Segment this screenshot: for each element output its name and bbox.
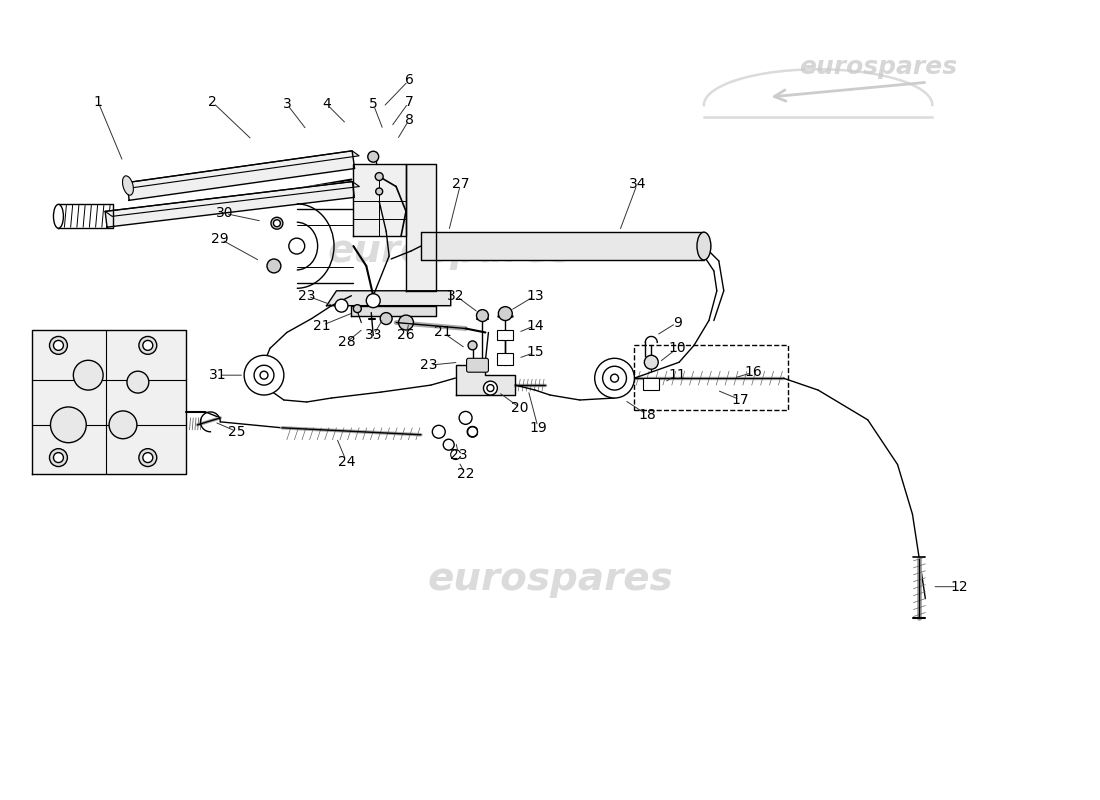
Text: 3: 3 xyxy=(283,97,292,111)
Polygon shape xyxy=(126,151,359,187)
Circle shape xyxy=(487,385,494,391)
Text: 32: 32 xyxy=(447,289,464,302)
Text: 18: 18 xyxy=(638,408,657,422)
Circle shape xyxy=(126,371,148,393)
Text: 21: 21 xyxy=(312,318,330,333)
Text: 5: 5 xyxy=(368,97,377,111)
Text: 21: 21 xyxy=(433,326,452,339)
Circle shape xyxy=(139,449,157,466)
Text: 8: 8 xyxy=(405,113,414,127)
Circle shape xyxy=(398,315,414,330)
Text: 31: 31 xyxy=(209,368,227,382)
Text: 23: 23 xyxy=(420,358,438,372)
Text: 33: 33 xyxy=(364,329,382,342)
Circle shape xyxy=(109,411,136,438)
Circle shape xyxy=(289,238,305,254)
Text: 4: 4 xyxy=(322,97,331,111)
Circle shape xyxy=(50,449,67,466)
Polygon shape xyxy=(353,164,406,236)
Circle shape xyxy=(274,220,280,226)
Circle shape xyxy=(376,188,383,195)
Text: 24: 24 xyxy=(338,454,355,469)
Text: eurospares: eurospares xyxy=(799,55,957,79)
Circle shape xyxy=(143,453,153,462)
Circle shape xyxy=(459,411,472,424)
Text: 15: 15 xyxy=(526,346,543,359)
FancyBboxPatch shape xyxy=(497,330,514,341)
Circle shape xyxy=(139,337,157,354)
Circle shape xyxy=(432,426,446,438)
Ellipse shape xyxy=(122,176,133,195)
Text: 34: 34 xyxy=(628,177,646,190)
Circle shape xyxy=(484,381,497,395)
Circle shape xyxy=(375,173,383,181)
Text: 19: 19 xyxy=(529,421,547,435)
Text: 16: 16 xyxy=(745,365,762,379)
Polygon shape xyxy=(455,366,515,395)
Text: 14: 14 xyxy=(526,318,543,333)
Circle shape xyxy=(143,341,153,350)
Polygon shape xyxy=(327,290,451,306)
FancyBboxPatch shape xyxy=(497,354,514,366)
Text: 17: 17 xyxy=(732,393,749,407)
Circle shape xyxy=(603,366,627,390)
Circle shape xyxy=(443,439,454,450)
Circle shape xyxy=(367,151,378,162)
Circle shape xyxy=(50,337,67,354)
Circle shape xyxy=(468,427,477,437)
Text: eurospares: eurospares xyxy=(427,560,673,598)
Text: 2: 2 xyxy=(208,95,217,109)
Text: 10: 10 xyxy=(669,342,686,355)
Text: 23: 23 xyxy=(450,448,468,462)
Text: 7: 7 xyxy=(405,95,414,109)
Polygon shape xyxy=(106,182,360,216)
Polygon shape xyxy=(421,232,704,260)
FancyBboxPatch shape xyxy=(466,358,488,372)
Circle shape xyxy=(476,310,488,322)
Polygon shape xyxy=(351,306,436,315)
Polygon shape xyxy=(32,330,186,474)
Circle shape xyxy=(353,305,361,313)
Text: 6: 6 xyxy=(405,74,414,87)
Circle shape xyxy=(54,453,64,462)
Text: 20: 20 xyxy=(512,401,529,415)
Circle shape xyxy=(51,407,86,442)
Text: 22: 22 xyxy=(456,467,474,482)
Text: eurospares: eurospares xyxy=(328,232,573,270)
Ellipse shape xyxy=(54,204,64,228)
Text: 28: 28 xyxy=(338,335,355,350)
Text: 23: 23 xyxy=(298,289,316,302)
Circle shape xyxy=(469,341,477,350)
FancyBboxPatch shape xyxy=(644,378,659,390)
Circle shape xyxy=(610,374,618,382)
Text: 11: 11 xyxy=(668,368,686,382)
Text: 12: 12 xyxy=(950,580,968,594)
Circle shape xyxy=(645,355,658,370)
Circle shape xyxy=(271,218,283,229)
Circle shape xyxy=(381,313,392,325)
Text: 13: 13 xyxy=(526,289,543,302)
Polygon shape xyxy=(106,182,354,227)
Circle shape xyxy=(336,299,348,312)
Circle shape xyxy=(267,259,280,273)
Polygon shape xyxy=(126,151,354,200)
Circle shape xyxy=(595,358,635,398)
Text: 26: 26 xyxy=(397,329,415,342)
Circle shape xyxy=(54,341,64,350)
Text: 25: 25 xyxy=(229,425,246,438)
Ellipse shape xyxy=(697,232,711,260)
Circle shape xyxy=(74,360,103,390)
Circle shape xyxy=(366,294,381,308)
Circle shape xyxy=(260,371,268,379)
Text: 29: 29 xyxy=(211,232,229,246)
Text: 1: 1 xyxy=(94,95,102,109)
Circle shape xyxy=(254,366,274,385)
Text: 27: 27 xyxy=(452,177,470,190)
Text: 9: 9 xyxy=(673,315,682,330)
Polygon shape xyxy=(406,164,436,290)
Text: 30: 30 xyxy=(216,206,233,220)
Circle shape xyxy=(498,306,513,321)
Circle shape xyxy=(244,355,284,395)
